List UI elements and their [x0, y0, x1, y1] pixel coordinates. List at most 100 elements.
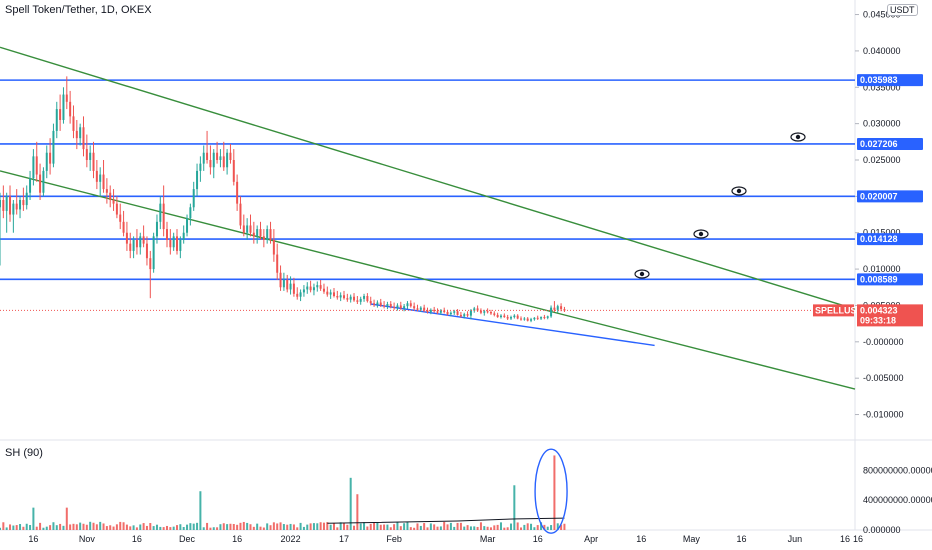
volume-bar — [55, 525, 58, 530]
candle-body — [5, 196, 8, 211]
candle-body — [176, 236, 179, 251]
volume-bar — [152, 526, 155, 530]
volume-bar — [292, 524, 295, 530]
candle-body — [179, 240, 182, 251]
volume-bar — [216, 527, 219, 530]
volume-bar — [483, 526, 486, 530]
volume-bar — [403, 523, 406, 530]
eye-icon[interactable] — [790, 132, 806, 142]
candle-body — [282, 280, 285, 288]
volume-bar — [165, 525, 168, 530]
candle-body — [332, 292, 335, 296]
candle-body — [563, 309, 566, 311]
candle-body — [540, 317, 543, 319]
eye-icon[interactable] — [693, 229, 709, 239]
candle-body — [546, 316, 549, 318]
eye-icon[interactable] — [731, 186, 747, 196]
volume-bar — [429, 523, 432, 530]
volume-bar — [109, 525, 112, 530]
candle-body — [536, 317, 539, 319]
candle-body — [22, 200, 25, 206]
volume-bar — [556, 523, 559, 530]
candle-body — [25, 192, 28, 206]
candle-body — [236, 181, 239, 204]
candle-body — [359, 298, 362, 302]
candle-body — [79, 127, 82, 139]
volume-bar — [393, 524, 396, 530]
x-tick-label: 16 — [533, 534, 543, 544]
candle-body — [443, 310, 446, 312]
candle-body — [319, 285, 322, 289]
y-tick-label: 0.040000 — [863, 46, 901, 56]
candle-body — [322, 288, 325, 292]
volume-bar — [119, 521, 122, 530]
currency-badge[interactable]: USDT — [887, 4, 918, 16]
x-tick-label: May — [683, 534, 701, 544]
volume-bar — [75, 524, 78, 530]
candle-body — [42, 170, 45, 193]
volume-bar — [356, 494, 359, 530]
volume-bar — [530, 523, 533, 530]
candle-body — [149, 258, 152, 270]
candle-body — [453, 311, 456, 313]
candle-body — [339, 295, 342, 298]
candle-body — [376, 302, 379, 305]
alert-icons[interactable] — [634, 132, 806, 279]
volume-bar — [503, 527, 506, 530]
volume-bar — [499, 522, 502, 530]
volume-bar — [15, 525, 18, 530]
candle-body — [312, 287, 315, 291]
price-tag-countdown: 09:33:18 — [860, 315, 896, 325]
candle-body — [383, 305, 386, 307]
candle-body — [543, 317, 546, 319]
volume-bar — [122, 522, 125, 530]
volume-bar — [149, 523, 152, 530]
annotations — [0, 309, 855, 534]
volume-bar — [543, 524, 546, 530]
volume-bar — [546, 526, 549, 530]
volume-bar — [2, 522, 5, 530]
volume-bar — [550, 525, 553, 530]
volume-bar — [62, 525, 65, 530]
candle-body — [449, 312, 452, 315]
volume-bar — [262, 527, 265, 530]
volume-bar — [533, 527, 536, 530]
candle-body — [419, 307, 422, 310]
x-tick-label: Dec — [179, 534, 196, 544]
candle-body — [272, 240, 275, 255]
candle-body — [279, 272, 282, 288]
candle-body — [473, 308, 476, 311]
candle-body — [306, 286, 309, 290]
volume-bar — [523, 524, 526, 530]
volume-bar — [72, 523, 75, 530]
y-tick-label: 0.045000 — [863, 10, 901, 20]
y-tick-label: 0.030000 — [863, 119, 901, 129]
candle-body — [32, 156, 35, 179]
volume-bar — [436, 526, 439, 530]
horizontal-levels[interactable] — [0, 79, 855, 281]
volume-bar — [426, 527, 429, 530]
volume-bar — [563, 523, 566, 530]
volume-bar — [306, 524, 309, 530]
volume-bar — [42, 527, 45, 530]
volume-bar — [553, 455, 556, 530]
candle-body — [169, 240, 172, 248]
chart-grid — [0, 0, 932, 531]
candle-body — [302, 289, 305, 293]
volume-bar — [493, 525, 496, 530]
candle-body — [496, 314, 499, 318]
candle-body — [75, 130, 78, 139]
volume-bar — [256, 523, 259, 530]
volume-bar — [316, 523, 319, 530]
eye-icon[interactable] — [634, 269, 650, 279]
candle-body — [29, 178, 32, 193]
trendlines[interactable] — [0, 46, 856, 390]
volume-bar — [162, 527, 165, 530]
candle-body — [69, 101, 72, 117]
candle-body — [516, 315, 519, 319]
candle-body — [486, 311, 489, 313]
x-tick-label: 17 — [339, 534, 349, 544]
candle-body — [249, 225, 252, 233]
volume-bar — [286, 524, 289, 530]
